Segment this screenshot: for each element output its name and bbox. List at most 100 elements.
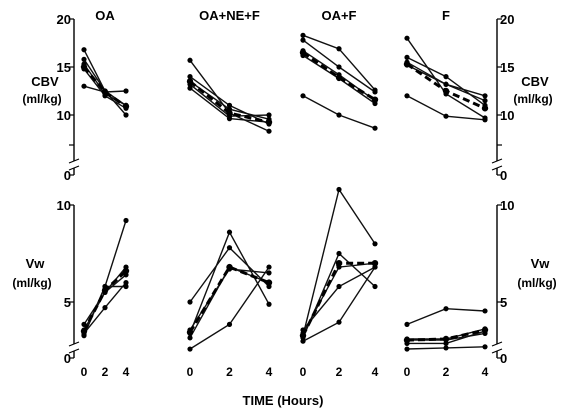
mean-point bbox=[371, 96, 379, 103]
mean-point bbox=[335, 260, 343, 267]
mean-point bbox=[122, 267, 130, 275]
data-point bbox=[300, 37, 306, 43]
data-point bbox=[187, 346, 193, 352]
vw-label-left: Vw bbox=[26, 256, 46, 271]
mean-point bbox=[186, 78, 194, 85]
data-point bbox=[226, 229, 233, 235]
x-tick-label: 0 bbox=[81, 365, 88, 379]
data-point bbox=[187, 299, 193, 305]
data-point bbox=[336, 46, 342, 52]
y-tick-label-left: 10 bbox=[57, 198, 71, 213]
data-point bbox=[266, 264, 272, 270]
x-axis-title: TIME (Hours) bbox=[243, 393, 324, 408]
data-point bbox=[482, 344, 488, 350]
x-tick-label: 2 bbox=[226, 365, 233, 379]
x-tick-label: 4 bbox=[123, 365, 130, 379]
series-line bbox=[189, 266, 270, 350]
y-tick-label-right: 15 bbox=[500, 60, 514, 75]
mean-point bbox=[226, 263, 233, 271]
cbv-label-left: CBV bbox=[31, 74, 59, 89]
x-tick-label: 2 bbox=[102, 365, 109, 379]
data-point bbox=[404, 93, 410, 99]
mean-point bbox=[403, 60, 411, 68]
data-point bbox=[372, 241, 378, 247]
mean-point bbox=[481, 326, 489, 334]
data-point bbox=[443, 306, 449, 312]
data-point bbox=[266, 301, 272, 307]
labels-layer: TIME (Hours) CBV (ml/kg) CBV (ml/kg) Vw … bbox=[12, 74, 556, 408]
series-line bbox=[302, 266, 376, 342]
y-tick-label-left: 5 bbox=[64, 295, 71, 310]
data-point bbox=[443, 113, 449, 119]
cbv-label-right: CBV bbox=[521, 74, 549, 89]
data-point bbox=[482, 308, 488, 314]
data-point bbox=[123, 88, 129, 94]
data-point bbox=[81, 83, 87, 89]
mean-point bbox=[101, 88, 109, 96]
mean-point bbox=[481, 105, 489, 112]
data-point bbox=[187, 335, 193, 341]
data-point bbox=[404, 321, 410, 327]
series-line bbox=[83, 63, 127, 107]
cbv-unit-right: (ml/kg) bbox=[513, 92, 552, 106]
mean-point bbox=[371, 260, 379, 267]
data-point bbox=[443, 74, 449, 80]
mean-point bbox=[265, 119, 273, 126]
y-tick-label-left: 15 bbox=[57, 60, 71, 75]
mean-point bbox=[80, 327, 88, 335]
mean-point bbox=[403, 336, 411, 344]
mean-line bbox=[82, 66, 127, 108]
data-point bbox=[404, 35, 410, 41]
y-tick-label-left: 0 bbox=[64, 351, 71, 366]
data-point bbox=[266, 270, 272, 276]
panel-title: OA bbox=[95, 8, 115, 23]
y-tick-label-left: 0 bbox=[64, 168, 71, 183]
vw-label-right: Vw bbox=[531, 256, 551, 271]
data-point bbox=[226, 102, 233, 108]
data-point bbox=[226, 245, 233, 251]
series-line bbox=[83, 58, 127, 106]
data-point bbox=[336, 283, 342, 290]
data-point bbox=[372, 89, 378, 95]
data-point bbox=[300, 93, 306, 99]
axis-break-mark-right bbox=[491, 158, 503, 171]
mean-point bbox=[80, 63, 88, 71]
cbv-unit-left: (ml/kg) bbox=[22, 92, 61, 106]
data-point bbox=[300, 338, 306, 344]
x-tick-label: 2 bbox=[443, 365, 450, 379]
data-point bbox=[102, 305, 108, 311]
data-point bbox=[187, 57, 193, 63]
vw-unit-right: (ml/kg) bbox=[517, 276, 556, 290]
vw-unit-left: (ml/kg) bbox=[12, 276, 51, 290]
axis-break-mark-left bbox=[68, 158, 80, 171]
data-point bbox=[336, 186, 342, 193]
panels-layer: OA OA+NE+F OA+F F bbox=[80, 8, 489, 352]
data-point bbox=[266, 128, 272, 134]
data-point bbox=[482, 93, 488, 99]
data-point bbox=[226, 116, 233, 122]
y-tick-label-right: 5 bbox=[500, 295, 507, 310]
data-point bbox=[300, 32, 306, 38]
mean-point bbox=[335, 74, 343, 81]
data-point bbox=[123, 283, 129, 290]
mean-point bbox=[101, 287, 109, 294]
mean-point bbox=[122, 103, 130, 110]
mean-point bbox=[299, 332, 307, 339]
data-point bbox=[123, 112, 129, 118]
x-tick-label: 2 bbox=[336, 365, 343, 379]
data-point bbox=[372, 125, 378, 131]
y-tick-label-right: 0 bbox=[500, 168, 507, 183]
x-tick-label: 4 bbox=[372, 365, 379, 379]
data-point bbox=[81, 56, 87, 62]
x-tick-label: 4 bbox=[482, 365, 489, 379]
data-point bbox=[482, 117, 488, 123]
data-point bbox=[404, 54, 410, 61]
mean-point bbox=[299, 49, 307, 56]
data-point bbox=[336, 250, 342, 257]
axis-break-mark-right bbox=[491, 341, 503, 354]
mean-line bbox=[302, 51, 376, 101]
y-tick-label-right: 10 bbox=[500, 198, 514, 213]
panel-title: OA+NE+F bbox=[199, 8, 260, 23]
